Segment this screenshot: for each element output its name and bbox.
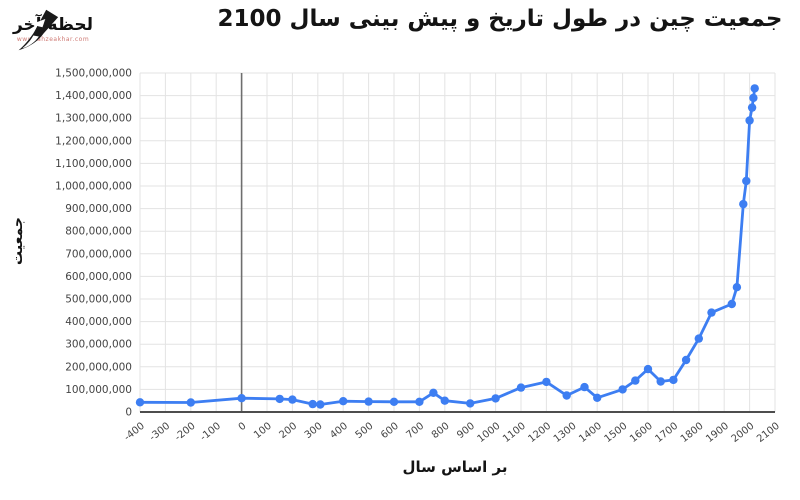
chart-title: جمعیت چین در طول تاریخ و پیش بینی سال 21…	[217, 6, 783, 32]
x-tick-label: -400	[122, 421, 147, 444]
x-tick-label: 1800	[679, 421, 706, 445]
y-tick-label: 800,000,000	[65, 226, 132, 238]
data-point[interactable]	[389, 397, 399, 406]
x-tick-label: 1300	[552, 421, 579, 445]
x-tick-label: 1500	[603, 421, 630, 445]
logo-website-text: www.lahzeakhar.com	[16, 35, 90, 43]
x-tick-label: 2100	[755, 421, 782, 445]
data-point[interactable]	[747, 103, 757, 112]
data-point[interactable]	[316, 400, 325, 409]
x-tick-label: 700	[404, 421, 426, 441]
y-tick-label: 1,000,000,000	[55, 181, 132, 193]
y-tick-label: 700,000,000	[65, 248, 132, 260]
data-point[interactable]	[186, 398, 195, 407]
y-tick-label: 1,400,000,000	[55, 90, 132, 102]
x-tick-label: 500	[354, 421, 376, 441]
x-tick-label: 1000	[476, 421, 503, 445]
y-tick-label: 1,100,000,000	[55, 158, 132, 170]
x-tick-label: 300	[303, 421, 325, 441]
x-tick-label: 1700	[653, 421, 680, 445]
data-point[interactable]	[669, 375, 678, 385]
data-point[interactable]	[516, 383, 526, 392]
x-tick-label: 0	[237, 421, 249, 434]
data-point[interactable]	[415, 397, 424, 406]
data-point[interactable]	[562, 391, 571, 400]
y-tick-label: 300,000,000	[65, 339, 132, 351]
data-point[interactable]	[656, 377, 665, 386]
data-point[interactable]	[739, 199, 748, 209]
y-tick-label: 100,000,000	[65, 384, 132, 396]
y-tick-label: 1,500,000,000	[55, 68, 132, 80]
data-point[interactable]	[681, 355, 691, 365]
x-tick-label: 200	[277, 421, 299, 441]
y-tick-label: 600,000,000	[65, 271, 132, 283]
data-point[interactable]	[364, 397, 373, 406]
data-point[interactable]	[749, 93, 758, 103]
y-tick-label: 500,000,000	[65, 294, 132, 306]
x-tick-label: 2000	[730, 421, 757, 445]
data-point[interactable]	[618, 385, 627, 394]
data-point[interactable]	[694, 334, 703, 343]
data-point[interactable]	[275, 394, 284, 404]
data-point[interactable]	[237, 394, 246, 403]
y-tick-label: 200,000,000	[65, 361, 132, 373]
data-point[interactable]	[491, 394, 500, 403]
x-tick-label: 1900	[704, 421, 731, 445]
x-axis-title: بر اساس سال	[402, 458, 508, 476]
x-tick-label: 1200	[526, 421, 553, 445]
x-tick-label: 800	[430, 421, 452, 441]
x-tick-label: 100	[252, 421, 274, 441]
data-point[interactable]	[339, 397, 348, 406]
population-line	[138, 87, 757, 406]
logo-brand-text: لحظه آخر	[12, 15, 94, 35]
data-point[interactable]	[288, 395, 297, 404]
logo-text: لحظه آخر www.lahzeakhar.com	[12, 16, 94, 43]
data-point[interactable]	[466, 399, 475, 408]
data-point[interactable]	[593, 393, 602, 402]
data-point[interactable]	[580, 382, 589, 392]
x-tick-label: 1600	[628, 421, 655, 445]
x-tick-label: -200	[173, 421, 198, 444]
data-point[interactable]	[631, 376, 640, 385]
x-tick-label: 1100	[501, 421, 528, 445]
data-point[interactable]	[732, 283, 742, 292]
x-tick-label: -100	[198, 421, 223, 444]
x-tick-label: 1400	[577, 421, 604, 445]
airplane-logo-icon	[18, 9, 59, 51]
data-point[interactable]	[745, 116, 754, 125]
y-tick-label: 1,200,000,000	[55, 135, 132, 147]
x-tick-label: -300	[148, 421, 173, 444]
x-tick-label: 600	[379, 421, 401, 441]
data-point[interactable]	[707, 308, 716, 317]
y-axis-title: جمعیت	[10, 217, 26, 265]
data-point[interactable]	[643, 364, 653, 374]
y-tick-label: 0	[125, 407, 132, 419]
x-tick-label: 900	[455, 421, 477, 441]
data-point[interactable]	[742, 176, 751, 186]
data-point[interactable]	[440, 396, 449, 405]
data-point[interactable]	[727, 299, 736, 309]
data-point[interactable]	[542, 377, 551, 387]
y-tick-label: 900,000,000	[65, 203, 132, 215]
logo: لحظه آخر www.lahzeakhar.com	[12, 8, 144, 54]
x-tick-label: 400	[328, 421, 350, 441]
data-point[interactable]	[308, 399, 317, 409]
data-point[interactable]	[429, 388, 438, 397]
y-tick-label: 1,300,000,000	[55, 113, 132, 125]
data-point[interactable]	[750, 84, 759, 93]
y-tick-label: 400,000,000	[65, 316, 132, 328]
data-point[interactable]	[135, 398, 145, 407]
